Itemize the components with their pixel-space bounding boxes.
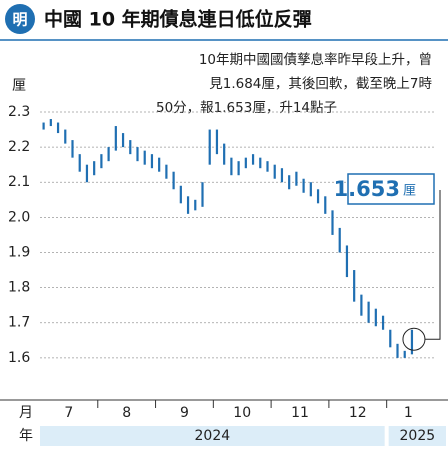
y-tick-label: 2.1	[8, 174, 30, 190]
x-tick-label: 7	[64, 405, 73, 421]
x-tick-label: 8	[122, 405, 131, 421]
callout-value: 1.653	[334, 177, 400, 201]
year-label: 2024	[195, 428, 231, 444]
y-tick-label: 1.9	[8, 244, 30, 260]
callout-unit: 厘	[403, 184, 416, 199]
y-axis-label: 厘	[12, 78, 26, 94]
year-label: 2025	[400, 428, 436, 444]
y-tick-label: 2.2	[8, 139, 30, 155]
note-line: 見1.684厘，其後回軟，截至晚上7時	[209, 76, 432, 92]
chart-title: 中國 10 年期債息連日低位反彈	[44, 8, 312, 31]
note-line: 50分，報1.653厘，升14點子	[156, 100, 337, 116]
x-tick-label: 11	[291, 405, 309, 421]
logo-circle	[5, 4, 35, 34]
x-tick-label: 12	[349, 405, 367, 421]
y-tick-label: 1.7	[8, 315, 30, 331]
year-band	[388, 426, 446, 446]
x-axis-label: 月	[19, 405, 33, 421]
callout-circle	[402, 327, 426, 351]
callout-box	[347, 173, 435, 205]
y-tick-label: 2.3	[8, 104, 30, 120]
y-tick-label: 2.0	[8, 209, 30, 225]
x-tick-label: 10	[233, 405, 251, 421]
y-tick-label: 1.8	[8, 280, 30, 296]
y-tick-label: 1.6	[8, 350, 30, 366]
year-axis-label: 年	[19, 428, 33, 444]
note-line: 10年期中國國債孳息率昨早段上升，曾	[199, 51, 432, 68]
year-band	[40, 426, 385, 446]
logo: 明	[12, 11, 27, 29]
callout-leader	[424, 190, 441, 340]
x-tick-label: 9	[180, 405, 189, 421]
x-tick-label: 1	[404, 405, 413, 421]
